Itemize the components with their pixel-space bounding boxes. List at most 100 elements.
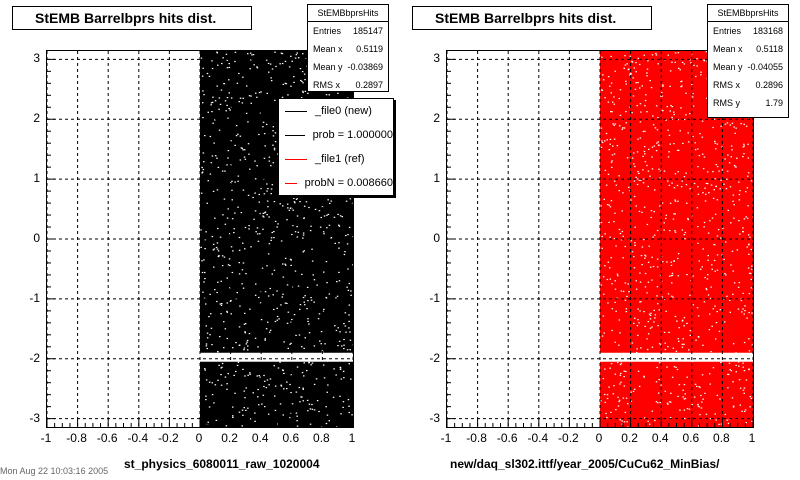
- hit-gap-speck: [241, 425, 243, 427]
- hit-gap-speck: [652, 115, 654, 117]
- y-tick-label: 1: [33, 171, 40, 186]
- hit-gap-speck: [633, 152, 635, 154]
- hit-gap-speck: [304, 79, 306, 81]
- hit-gap-speck: [627, 69, 630, 71]
- hit-gap-speck: [716, 269, 719, 271]
- x-tick-label: -0.2: [558, 431, 579, 445]
- hit-gap-speck: [347, 268, 349, 270]
- hit-gap-speck: [306, 308, 308, 310]
- hit-gap-speck: [608, 149, 611, 151]
- hit-gap-speck: [677, 149, 680, 151]
- hit-gap-speck: [328, 293, 331, 295]
- hit-gap-speck: [659, 177, 661, 179]
- hit-gap-speck: [686, 376, 688, 378]
- hit-gap-speck: [643, 239, 645, 241]
- hit-gap-speck: [722, 227, 724, 229]
- hit-gap-speck: [658, 343, 661, 345]
- hit-gap-speck: [689, 334, 692, 336]
- hit-gap-speck: [625, 111, 627, 113]
- hit-gap-speck: [748, 244, 750, 246]
- hit-gap-speck: [260, 188, 262, 190]
- hit-gap-speck: [715, 185, 717, 188]
- hit-gap-speck: [670, 401, 672, 403]
- hit-gap-speck: [292, 209, 294, 211]
- hit-gap-speck: [658, 309, 660, 311]
- hit-gap-speck: [277, 367, 280, 369]
- hit-gap-speck: [742, 389, 745, 391]
- hit-gap-speck: [627, 283, 629, 285]
- hit-gap-speck: [657, 63, 659, 65]
- hit-gap-speck: [204, 239, 207, 241]
- hit-gap-speck: [631, 342, 634, 344]
- hit-gap-speck: [726, 295, 728, 297]
- hit-gap-speck: [229, 109, 231, 111]
- hit-gap-speck: [715, 338, 717, 340]
- right-plot-pad: StEMB Barrelbprs hits dist. -1 -0.8 -0.6 -0…: [400, 0, 800, 480]
- hit-gap-speck: [692, 93, 694, 95]
- hit-gap-speck: [254, 192, 256, 194]
- hit-gap-speck: [219, 236, 222, 238]
- hit-gap-speck: [284, 257, 287, 259]
- hit-gap-speck: [246, 339, 249, 342]
- hit-gap-speck: [290, 342, 292, 344]
- hit-gap-speck: [226, 311, 229, 313]
- hit-gap-speck: [273, 269, 276, 271]
- hit-gap-speck: [322, 310, 324, 312]
- hit-gap-speck: [215, 155, 217, 157]
- hit-gap-speck: [286, 302, 288, 304]
- hit-gap-speck: [633, 195, 636, 198]
- hit-gap-speck: [635, 205, 637, 207]
- hit-gap-speck: [609, 367, 611, 369]
- hit-gap-speck: [217, 379, 219, 381]
- hit-gap-speck: [730, 264, 732, 266]
- hit-gap-speck: [295, 334, 297, 336]
- hit-gap-speck: [334, 242, 336, 244]
- hit-gap-speck: [273, 237, 275, 239]
- hit-gap-speck: [231, 199, 233, 201]
- hit-gap-speck: [696, 307, 699, 309]
- hit-gap-speck: [625, 122, 628, 124]
- x-tick-label: 0.2: [221, 431, 238, 445]
- hit-gap-speck: [669, 110, 671, 112]
- hit-gap-speck: [258, 375, 260, 377]
- hit-gap-speck: [303, 250, 305, 252]
- hit-gap-speck: [654, 127, 657, 129]
- hit-gap-speck: [238, 249, 241, 251]
- hit-gap-speck: [202, 152, 205, 154]
- hit-gap-speck: [674, 173, 677, 175]
- hit-gap-speck: [651, 326, 653, 328]
- hit-gap-speck: [668, 331, 670, 333]
- hit-gap-speck: [620, 290, 623, 292]
- hit-gap-speck: [744, 310, 746, 312]
- hit-gap-speck: [274, 385, 277, 387]
- y-tick-label: -2: [429, 350, 440, 365]
- left-stats-row-rms-x: RMS x 0.2897: [313, 80, 383, 90]
- hit-gap-speck: [205, 303, 207, 305]
- hit-gap-speck: [741, 410, 743, 412]
- hit-gap-speck: [701, 136, 704, 138]
- hit-gap-speck: [246, 85, 248, 87]
- hit-gap-speck: [228, 258, 231, 260]
- hit-gap-speck: [606, 397, 609, 400]
- hit-gap-speck: [321, 350, 324, 352]
- hit-gap-speck: [614, 280, 616, 282]
- hit-gap-speck: [340, 378, 343, 380]
- hit-gap-speck: [732, 405, 735, 407]
- hit-gap-speck: [238, 262, 240, 264]
- right-stats-row-rms-x: RMS x 0.2896: [713, 80, 783, 90]
- hit-gap-speck: [341, 216, 343, 218]
- hit-gap-speck: [302, 296, 305, 299]
- hit-gap-speck: [312, 274, 314, 276]
- hit-gap-speck: [325, 94, 328, 96]
- hit-gap-speck: [237, 133, 239, 135]
- hit-gap-speck: [247, 143, 250, 145]
- hit-gap-speck: [244, 397, 246, 399]
- hit-gap-speck: [612, 101, 614, 103]
- hit-gap-speck: [670, 295, 673, 297]
- hit-gap-speck: [236, 292, 238, 294]
- hit-gap-speck: [648, 245, 650, 247]
- hit-gap-speck: [286, 322, 289, 324]
- hit-gap-speck: [631, 60, 633, 62]
- hit-gap-speck: [336, 281, 338, 283]
- hit-gap-speck: [232, 416, 234, 418]
